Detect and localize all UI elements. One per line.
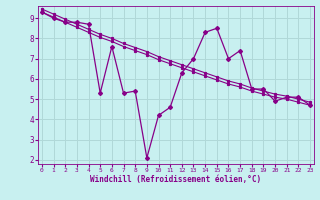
X-axis label: Windchill (Refroidissement éolien,°C): Windchill (Refroidissement éolien,°C) [91,175,261,184]
